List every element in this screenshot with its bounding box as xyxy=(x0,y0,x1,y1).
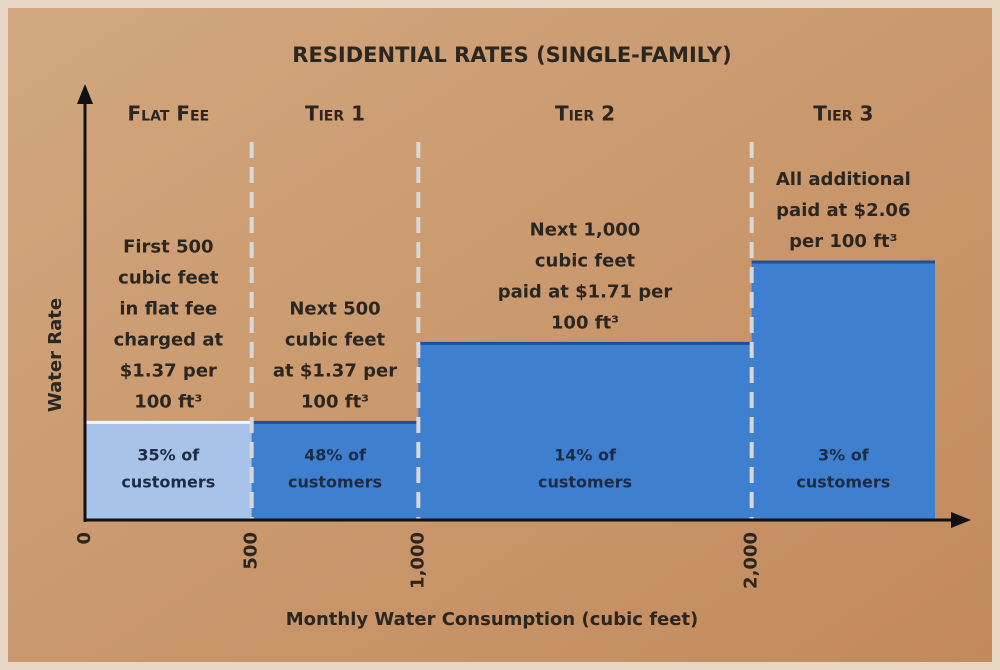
tier-description: 100 ft³ xyxy=(134,391,202,412)
tier-description: at $1.37 per xyxy=(273,360,397,381)
customer-share: customers xyxy=(121,473,215,492)
tier-description: Next 500 xyxy=(289,298,380,319)
tier-description: in flat fee xyxy=(119,298,217,319)
y-axis-arrow xyxy=(77,84,93,104)
tier-bar xyxy=(85,422,252,520)
customer-share: customers xyxy=(538,473,632,492)
tier-bar xyxy=(751,262,935,520)
tier-description: 100 ft³ xyxy=(551,312,619,333)
tier-description: paid at $1.71 per xyxy=(498,281,673,302)
tier-bar xyxy=(418,343,752,520)
x-axis-title: Monthly Water Consumption (cubic feet) xyxy=(286,609,699,630)
x-tick-label: 500 xyxy=(241,532,262,570)
tier-label: Tier 2 xyxy=(555,102,615,126)
tier-label: Tier 1 xyxy=(305,102,365,126)
x-tick-label: 2,000 xyxy=(741,532,762,589)
tier-description: All additional xyxy=(776,169,911,190)
tier-description: $1.37 per xyxy=(120,360,217,381)
tier-description: paid at $2.06 xyxy=(776,200,910,221)
customer-share: 3% of xyxy=(818,446,870,465)
tier-bar xyxy=(251,422,419,520)
customer-share: 35% of xyxy=(137,446,200,465)
x-tick-label: 0 xyxy=(74,532,95,545)
tier-label: Flat Fee xyxy=(128,102,210,126)
x-tick-label: 1,000 xyxy=(407,532,428,589)
tier-description: 100 ft³ xyxy=(301,391,369,412)
customer-share: customers xyxy=(288,473,382,492)
customer-share: customers xyxy=(796,473,890,492)
x-axis-arrow xyxy=(951,512,971,528)
tier-description: per 100 ft³ xyxy=(789,231,897,252)
tier-description: Next 1,000 xyxy=(530,219,641,240)
chart-title: RESIDENTIAL RATES (SINGLE-FAMILY) xyxy=(292,43,731,67)
tier-description: cubic feet xyxy=(535,250,636,271)
tier-description: cubic feet xyxy=(118,267,219,288)
customer-share: 14% of xyxy=(554,446,617,465)
tier-description: charged at xyxy=(114,329,224,350)
tier-description: First 500 xyxy=(123,236,214,257)
y-axis-title: Water Rate xyxy=(45,298,66,412)
tier-description: cubic feet xyxy=(285,329,386,350)
customer-share: 48% of xyxy=(304,446,367,465)
tier-label: Tier 3 xyxy=(813,102,873,126)
